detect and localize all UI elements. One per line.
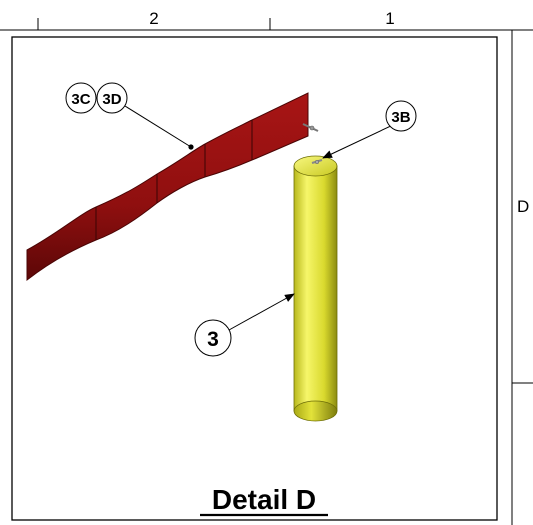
callout-3d-label: 3D — [102, 91, 121, 108]
detail-view-border — [11, 36, 498, 521]
callout-balloon-3d: 3D — [96, 82, 128, 114]
zone-label-column-1: 1 — [385, 9, 394, 28]
callout-balloon-3b: 3B — [385, 100, 417, 132]
leader-lines — [124, 105, 396, 331]
detail-title: Detail D — [212, 484, 316, 515]
callout-3b-label: 3B — [391, 109, 410, 126]
callout-3c-label: 3C — [71, 91, 90, 108]
cylinder-part — [293, 155, 338, 422]
callout-balloon-3: 3 — [194, 319, 232, 357]
callout-balloon-3c: 3C — [65, 82, 97, 114]
zone-label-column-2: 2 — [149, 9, 158, 28]
callout-3-label: 3 — [207, 328, 219, 351]
sheet-frame — [0, 18, 533, 525]
zone-label-row-d: D — [517, 197, 529, 216]
ribbon-part — [26, 92, 319, 282]
